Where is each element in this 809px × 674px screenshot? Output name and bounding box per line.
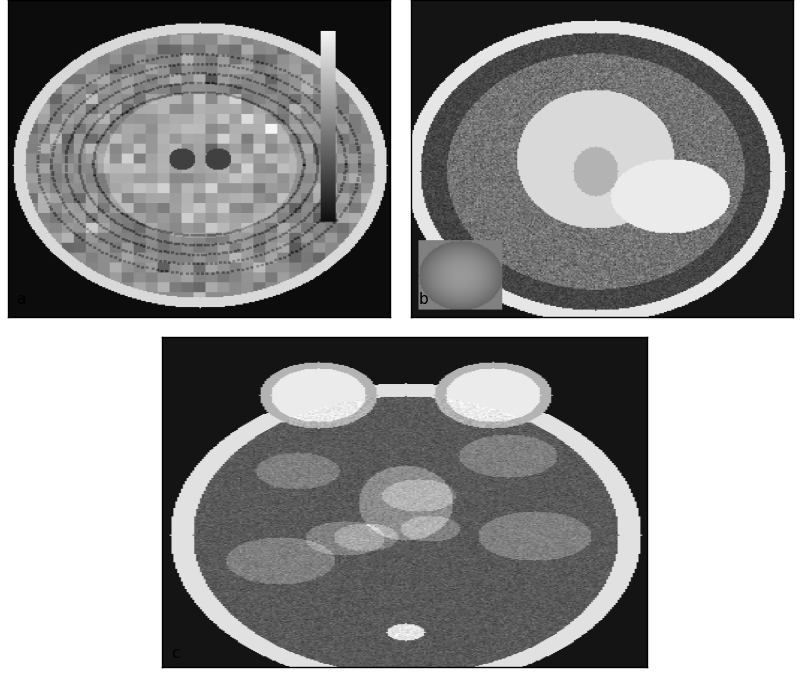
Text: b: b [418,293,428,307]
Text: c: c [172,646,180,661]
Text: a: a [15,293,25,307]
